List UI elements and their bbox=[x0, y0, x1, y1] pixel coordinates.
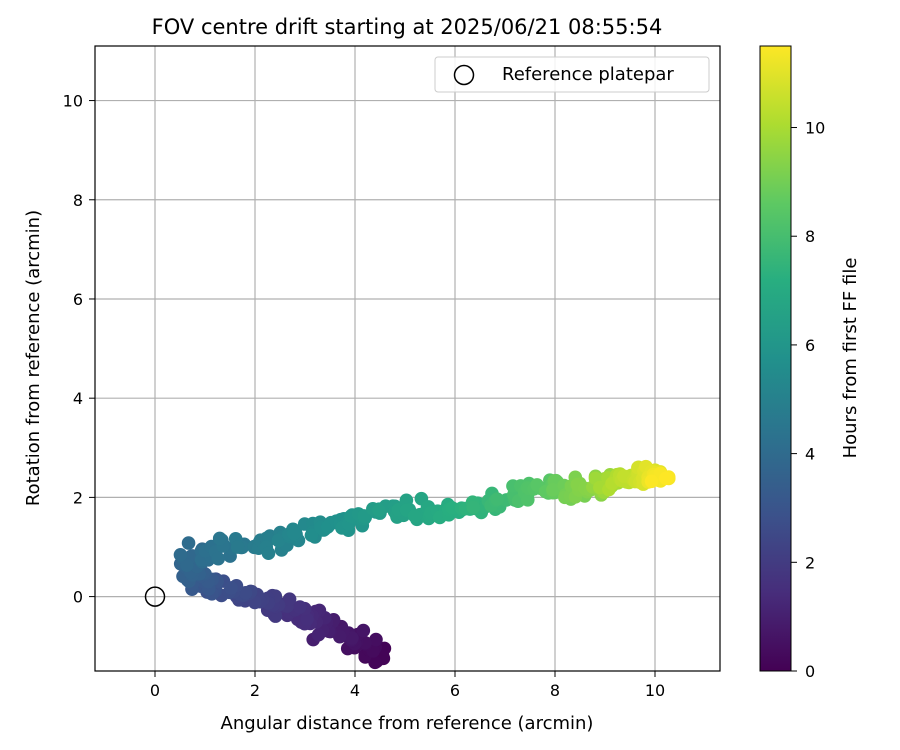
scatter-point bbox=[372, 503, 386, 517]
colorbar-gradient bbox=[759, 45, 792, 672]
colorbar-tick-label: 2 bbox=[805, 553, 815, 572]
y-tick-label: 2 bbox=[73, 488, 83, 507]
reference-platepar-marker bbox=[144, 586, 166, 607]
scatter-point bbox=[271, 533, 286, 548]
scatter-point bbox=[546, 482, 560, 497]
scatter-point bbox=[181, 536, 196, 550]
colorbar-tick-label: 10 bbox=[805, 119, 825, 138]
x-tick-label: 2 bbox=[250, 681, 260, 700]
colorbar-label: Hours from first FF file bbox=[840, 258, 861, 459]
legend: Reference platepar bbox=[434, 56, 710, 93]
x-tick-label: 8 bbox=[550, 681, 560, 700]
scatter-point bbox=[224, 581, 238, 595]
x-tick-label: 10 bbox=[645, 681, 665, 700]
x-axis-ticks: 0 2 4 6 8 10 bbox=[150, 671, 665, 700]
scatter-point bbox=[490, 492, 505, 507]
scatter-point bbox=[293, 600, 307, 614]
x-axis-label: Angular distance from reference (arcmin) bbox=[221, 713, 594, 734]
scatter-point bbox=[520, 493, 535, 507]
y-tick-label: 6 bbox=[73, 290, 83, 309]
scatter-point bbox=[282, 592, 297, 606]
scatter-point bbox=[261, 546, 276, 560]
scatter-point bbox=[238, 586, 253, 600]
legend-box bbox=[434, 56, 710, 93]
grid-lines bbox=[95, 46, 720, 671]
chart-title: FOV centre drift starting at 2025/06/21 … bbox=[152, 15, 663, 39]
scatter-point bbox=[369, 632, 383, 647]
legend-reference-icon bbox=[453, 64, 475, 86]
scatter-point bbox=[304, 528, 319, 543]
scatter-point bbox=[230, 540, 245, 554]
y-tick-label: 10 bbox=[63, 92, 83, 111]
y-axis-ticks: 0 2 4 6 8 10 bbox=[63, 92, 95, 607]
colorbar-tick-label: 6 bbox=[805, 336, 815, 355]
y-tick-label: 0 bbox=[73, 588, 83, 607]
scatter-points bbox=[173, 459, 676, 670]
scatter-point bbox=[644, 474, 659, 489]
scatter-point bbox=[300, 612, 314, 626]
x-tick-label: 4 bbox=[350, 681, 360, 700]
colorbar-tick-label: 4 bbox=[805, 445, 815, 464]
scatter-point bbox=[311, 627, 326, 642]
colorbar-ticks: 0 2 4 6 8 10 bbox=[791, 119, 825, 681]
scatter-point bbox=[466, 500, 481, 515]
y-tick-label: 8 bbox=[73, 191, 83, 210]
colorbar-tick-label: 8 bbox=[805, 227, 815, 246]
colorbar: 0 2 4 6 8 10 Hours from first FF file bbox=[759, 45, 861, 681]
scatter-point bbox=[173, 547, 188, 562]
x-tick-label: 6 bbox=[450, 681, 460, 700]
scatter-point bbox=[287, 526, 301, 541]
scatter-point bbox=[356, 623, 371, 638]
scatter-point bbox=[180, 558, 194, 573]
scatter-point bbox=[407, 509, 422, 523]
colorbar-tick-label: 0 bbox=[805, 662, 815, 681]
scatter-point bbox=[211, 551, 226, 566]
plot-frame bbox=[94, 45, 721, 672]
legend-reference-label: Reference platepar bbox=[502, 64, 674, 85]
y-tick-label: 4 bbox=[73, 389, 83, 408]
scatter-point bbox=[659, 471, 673, 486]
x-tick-label: 0 bbox=[150, 681, 160, 700]
y-axis-label: Rotation from reference (arcmin) bbox=[23, 210, 44, 506]
scatter-point bbox=[212, 531, 227, 546]
